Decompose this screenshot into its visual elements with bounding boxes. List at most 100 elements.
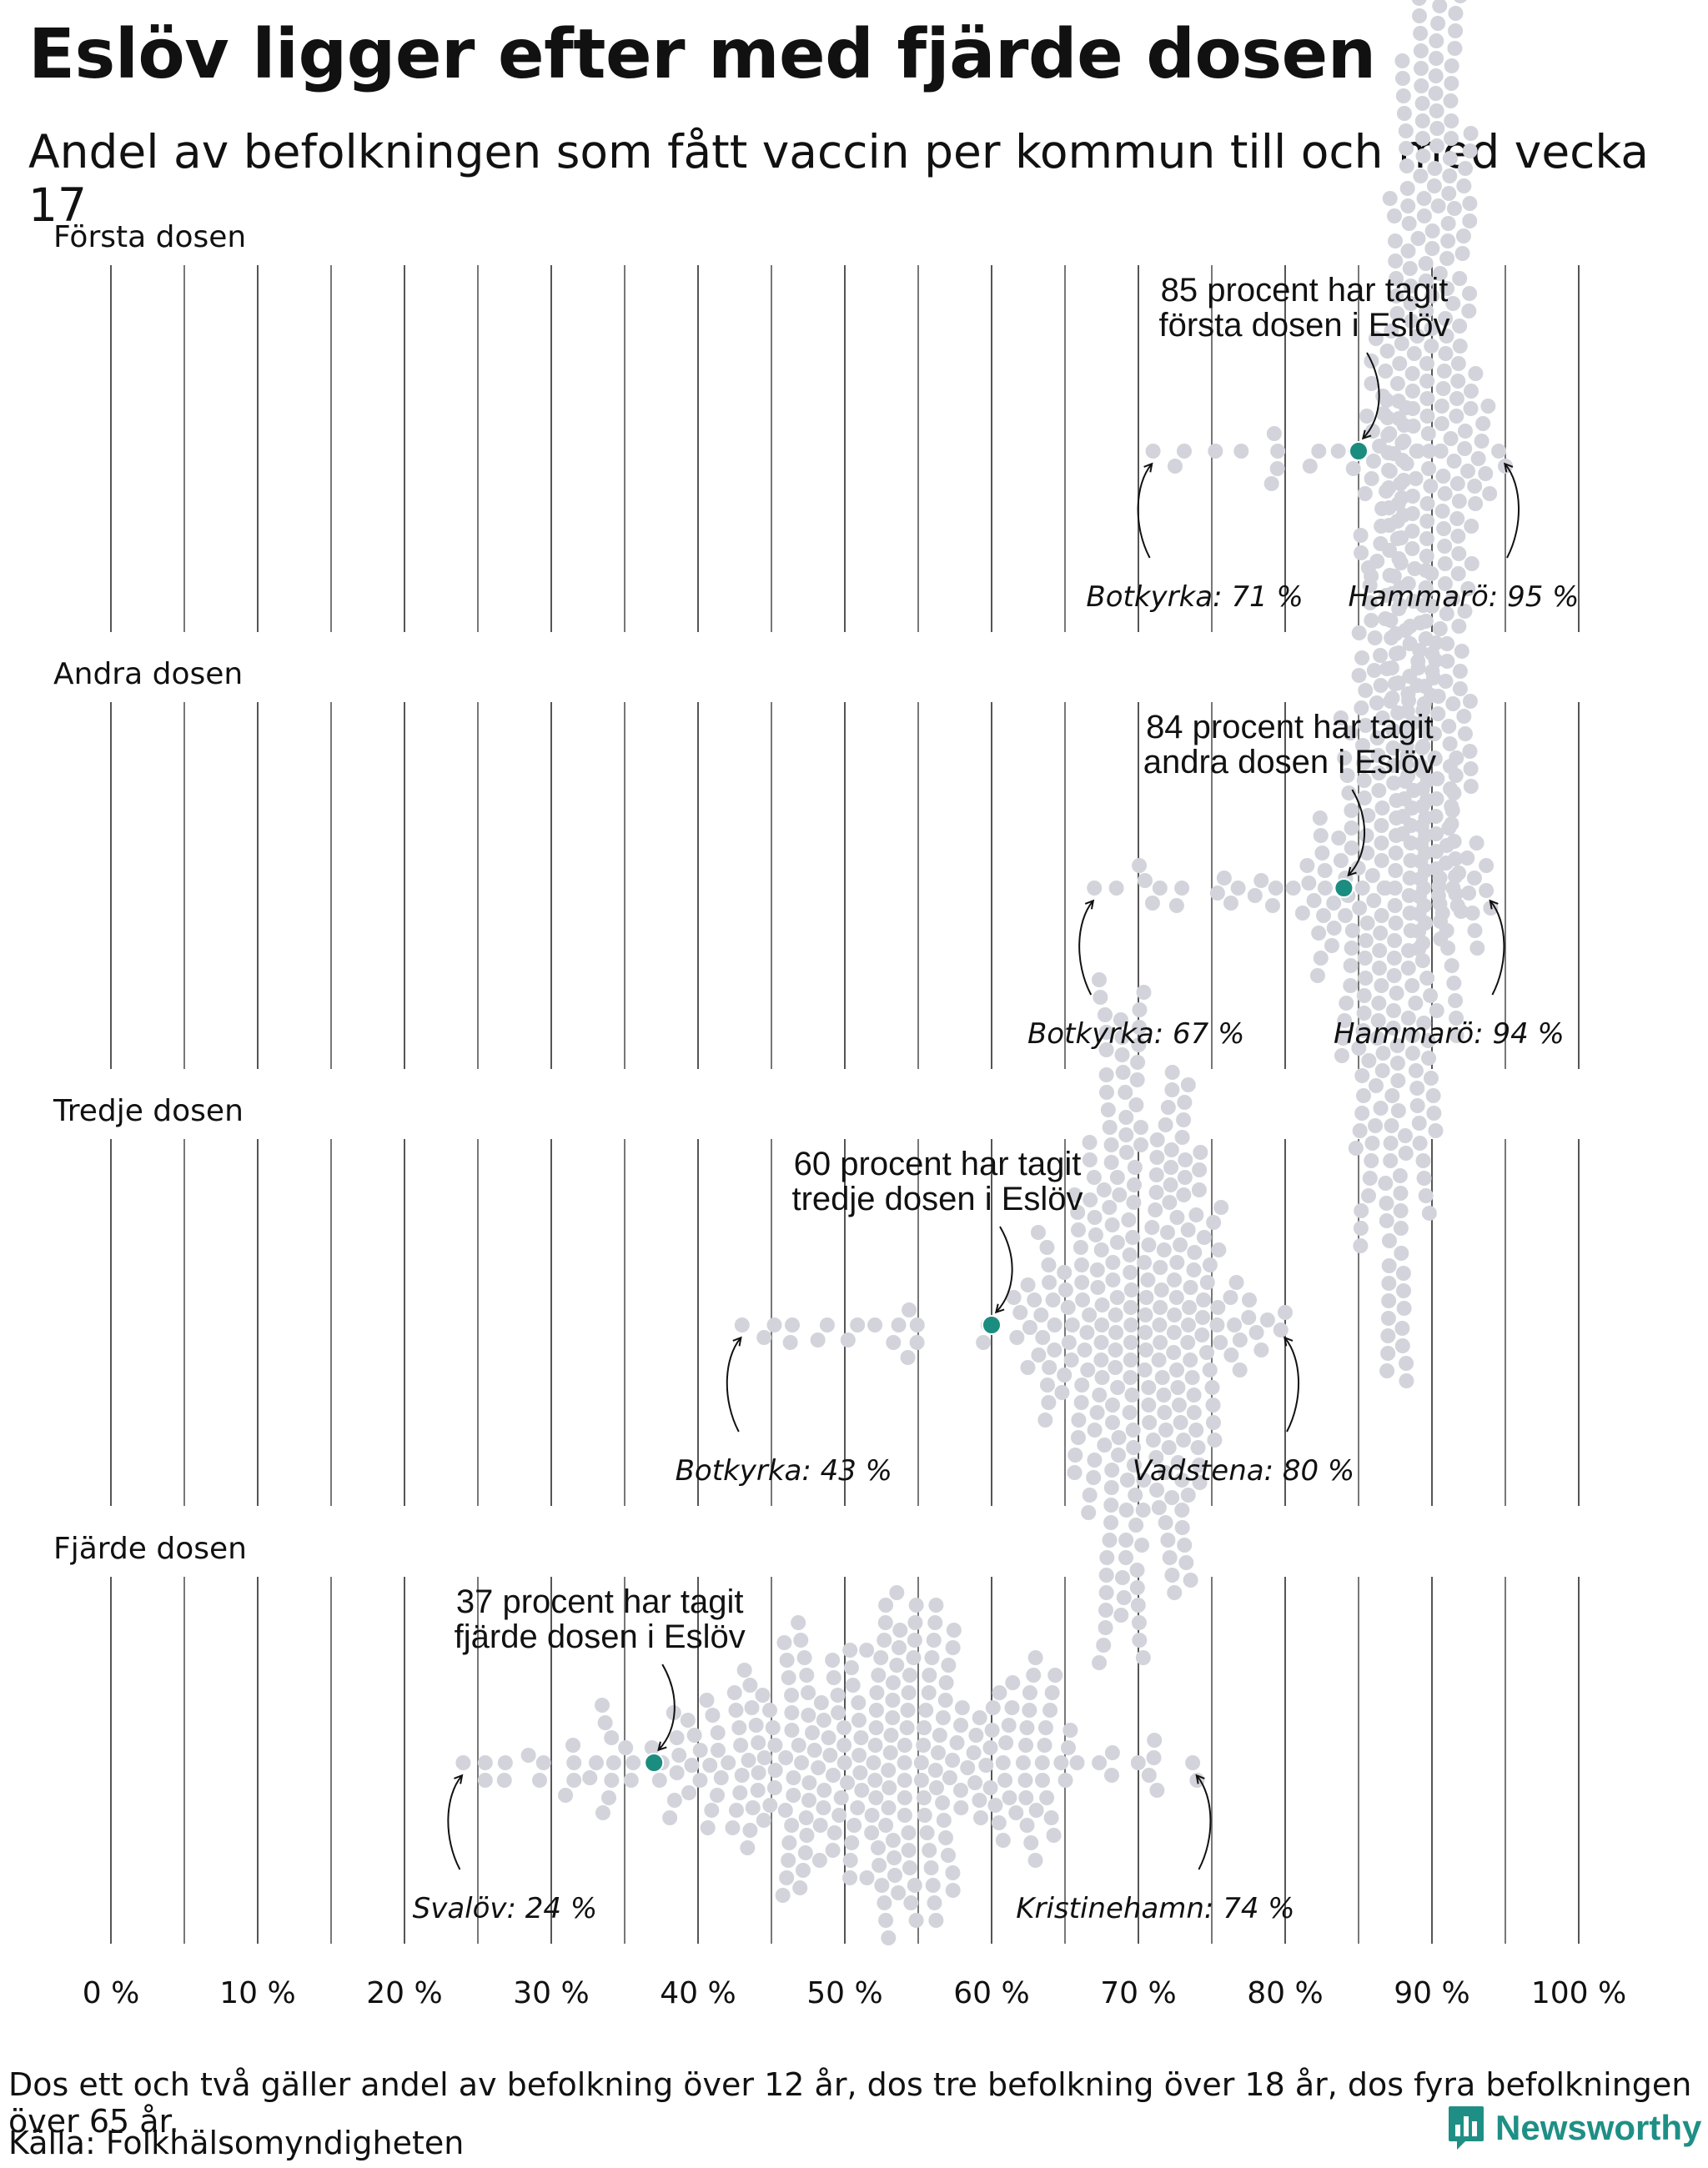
kommun-dot xyxy=(1424,321,1439,336)
kommun-dot xyxy=(1381,463,1397,478)
x-tick-label: 20 % xyxy=(366,1976,442,2010)
kommun-dot xyxy=(1343,725,1359,740)
max-label: Kristinehamn: 74 % xyxy=(1016,1892,1294,1925)
kommun-dot xyxy=(801,1775,817,1790)
kommun-dot xyxy=(1086,1170,1102,1185)
chart-title: Eslöv ligger efter med fjärde dosen xyxy=(28,15,1376,94)
kommun-dot xyxy=(1400,943,1416,958)
kommun-dot xyxy=(932,1728,947,1743)
kommun-dot xyxy=(1314,846,1330,861)
kommun-dot xyxy=(1434,504,1450,519)
kommun-dot xyxy=(892,1640,907,1655)
kommun-dot xyxy=(1441,719,1457,734)
kommun-dot xyxy=(1338,908,1354,923)
kommun-dot xyxy=(1135,1650,1151,1665)
kommun-dot xyxy=(1358,718,1374,733)
kommun-dot xyxy=(1361,1188,1377,1203)
kommun-dot xyxy=(864,1808,880,1823)
kommun-dot xyxy=(1438,311,1454,326)
kommun-dot xyxy=(1411,0,1427,6)
kommun-dot xyxy=(1463,779,1479,794)
kommun-dot xyxy=(1412,1136,1428,1151)
kommun-dot xyxy=(1194,1327,1210,1342)
kommun-dot xyxy=(1205,1415,1221,1430)
kommun-dot xyxy=(1090,1280,1106,1295)
kommun-dot xyxy=(1404,1028,1420,1043)
kommun-dot xyxy=(686,1728,702,1743)
kommun-dot xyxy=(889,1585,905,1600)
max-arrow xyxy=(1285,1338,1299,1433)
kommun-dot xyxy=(927,1615,943,1630)
kommun-dot xyxy=(1450,356,1466,371)
kommun-dot xyxy=(812,1818,828,1833)
eslov-highlight-dot xyxy=(982,1315,1002,1335)
kommun-dot xyxy=(866,1755,882,1770)
kommun-dot xyxy=(1057,1368,1073,1383)
kommun-dot xyxy=(1452,681,1468,696)
kommun-dot xyxy=(1409,444,1424,459)
kommun-dot xyxy=(1123,1282,1139,1297)
eslov-highlight-dot xyxy=(644,1753,665,1773)
kommun-dot xyxy=(1383,1153,1399,1168)
kommun-dot xyxy=(1169,1363,1185,1378)
kommun-dot xyxy=(885,1675,901,1690)
kommun-dot xyxy=(881,1763,897,1778)
kommun-dot xyxy=(1445,696,1461,711)
kommun-dot xyxy=(938,1830,953,1845)
kommun-dot xyxy=(1379,1213,1394,1228)
kommun-dot xyxy=(1399,748,1415,763)
kommun-dot xyxy=(1082,1307,1098,1322)
kommun-dot xyxy=(1156,1242,1172,1257)
kommun-dot xyxy=(810,1332,826,1347)
kommun-dot xyxy=(1164,1568,1180,1583)
kommun-dot xyxy=(1403,818,1419,833)
kommun-dot xyxy=(1047,1317,1062,1332)
kommun-dot xyxy=(1164,1082,1180,1097)
kommun-dot xyxy=(604,1730,620,1745)
kommun-dot xyxy=(728,1803,744,1818)
kommun-dot xyxy=(1022,1703,1037,1718)
kommun-dot xyxy=(1094,1297,1110,1312)
kommun-dot xyxy=(1098,1620,1113,1635)
highlight-annotation-line1: 60 procent har tagit xyxy=(794,1146,1082,1182)
kommun-dot xyxy=(1098,1568,1114,1583)
kommun-dot xyxy=(1248,1325,1264,1340)
kommun-dot xyxy=(1202,1363,1218,1378)
kommun-dot xyxy=(1418,846,1434,861)
kommun-dot xyxy=(1093,990,1108,1005)
kommun-dot xyxy=(1454,0,1467,3)
kommun-dot xyxy=(1450,566,1466,581)
kommun-dot xyxy=(1069,1755,1085,1770)
kommun-dot xyxy=(1409,678,1425,693)
kommun-dot xyxy=(1127,1160,1143,1175)
kommun-dot xyxy=(1167,1272,1183,1287)
kommun-dot xyxy=(1317,881,1333,896)
kommun-dot xyxy=(1393,1186,1409,1201)
kommun-dot xyxy=(1005,1675,1021,1690)
kommun-dot xyxy=(1353,1221,1369,1236)
kommun-dot xyxy=(811,1760,826,1775)
kommun-dot xyxy=(901,1843,917,1858)
kommun-dot xyxy=(1132,858,1148,873)
kommun-dot xyxy=(1423,1071,1439,1086)
kommun-dot xyxy=(1392,1168,1408,1183)
kommun-dot xyxy=(779,1653,795,1668)
kommun-dot xyxy=(952,1783,968,1798)
kommun-dot xyxy=(782,1335,798,1350)
kommun-dot xyxy=(1428,86,1444,101)
kommun-dot xyxy=(1230,881,1246,896)
kommun-dot xyxy=(1365,454,1381,469)
kommun-dot xyxy=(916,1738,932,1753)
kommun-dot xyxy=(995,1755,1011,1770)
kommun-dot xyxy=(883,1728,899,1743)
kommun-dot xyxy=(1402,261,1418,276)
kommun-dot xyxy=(908,1913,924,1928)
kommun-dot xyxy=(1126,1458,1142,1473)
kommun-dot xyxy=(819,1317,835,1332)
kommun-dot xyxy=(1046,1828,1062,1843)
kommun-dot xyxy=(1419,391,1435,406)
kommun-dot xyxy=(1138,1342,1154,1358)
kommun-dot xyxy=(761,1703,777,1718)
kommun-dot xyxy=(1093,1242,1109,1257)
kommun-dot xyxy=(954,1700,970,1715)
